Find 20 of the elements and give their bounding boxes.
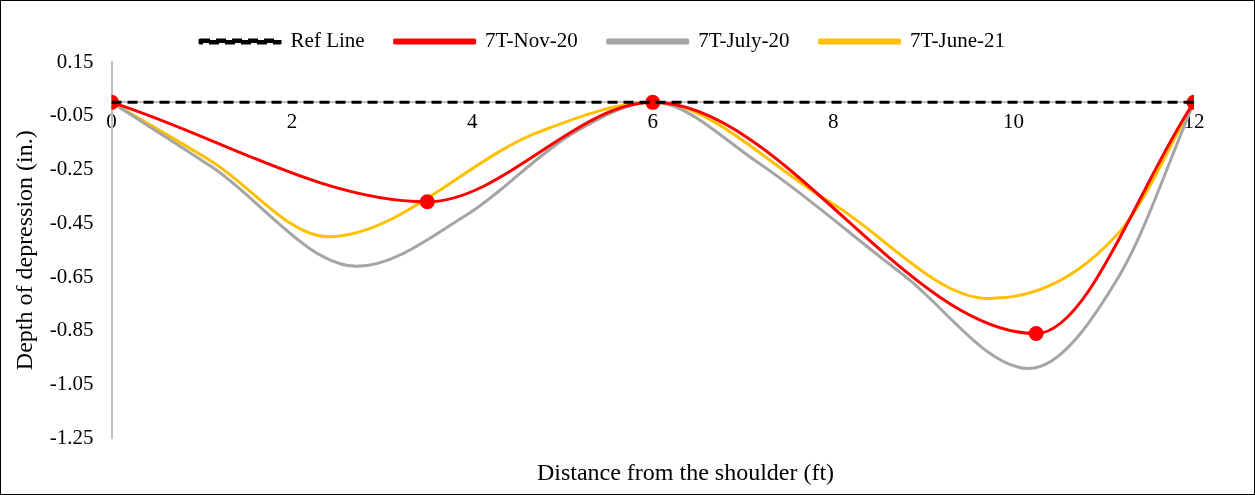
x-tick-label: 8 — [827, 109, 839, 134]
y-tick-label: -1.25 — [49, 424, 94, 449]
point — [419, 194, 435, 210]
legend-label: 7T-Nov-20 — [485, 28, 578, 53]
legend-label: 7T-July-20 — [698, 28, 790, 53]
legend-label: Ref Line — [290, 28, 365, 53]
legend-label: 7T-June-21 — [910, 28, 1005, 53]
y-axis-title: Depth of depression (in.) — [10, 130, 37, 371]
x-tick-label: 2 — [286, 109, 298, 134]
y-tick-label: -0.45 — [49, 209, 94, 234]
x-tick-label: 6 — [647, 109, 659, 134]
y-tick-label: 0.15 — [56, 48, 94, 73]
y-tick-label: -0.25 — [49, 156, 94, 181]
y-tick-label: -1.05 — [49, 371, 94, 396]
x-tick-label: 4 — [467, 109, 479, 134]
y-tick-label: -0.85 — [49, 317, 94, 342]
x-axis-title: Distance from the shoulder (ft) — [535, 459, 836, 486]
x-tick-label: 10 — [1003, 109, 1025, 134]
y-tick-label: -0.05 — [49, 102, 94, 127]
y-tick-label: -0.65 — [49, 263, 94, 288]
